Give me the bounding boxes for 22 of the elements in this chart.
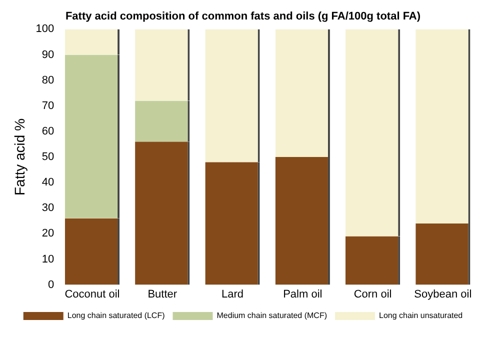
legend-label: Medium chain saturated (MCF) xyxy=(216,311,328,320)
y-tick-label: 100 xyxy=(36,23,54,36)
x-tick-label: Lard xyxy=(221,288,244,300)
y-tick-label: 0 xyxy=(48,278,54,291)
y-tick-label: 90 xyxy=(42,48,54,61)
y-tick-label: 70 xyxy=(42,100,54,112)
y-tick-label: 20 xyxy=(42,228,54,240)
x-tick-label: Soybean oil xyxy=(414,288,472,300)
x-tick-label: Corn oil xyxy=(354,288,392,300)
y-axis-title: Fatty acid % xyxy=(11,118,28,196)
y-tick-label: 40 xyxy=(42,176,54,189)
chart-title: Fatty acid composition of common fats and oils (g FA/100g total FA) xyxy=(65,10,421,23)
x-tick-label: Palm oil xyxy=(283,288,322,300)
legend-label: Long chain saturated (LCF) xyxy=(67,311,166,320)
y-tick-label: 30 xyxy=(42,202,54,214)
y-tick-label: 10 xyxy=(42,253,54,266)
y-tick-label: 80 xyxy=(42,74,54,86)
x-tick-label: Coconut oil xyxy=(64,288,120,300)
legend-label: Long chain unsaturated xyxy=(379,311,463,320)
x-tick-label: Butter xyxy=(148,288,178,300)
y-tick-label: 50 xyxy=(42,151,54,164)
y-tick-label: 60 xyxy=(42,125,54,138)
